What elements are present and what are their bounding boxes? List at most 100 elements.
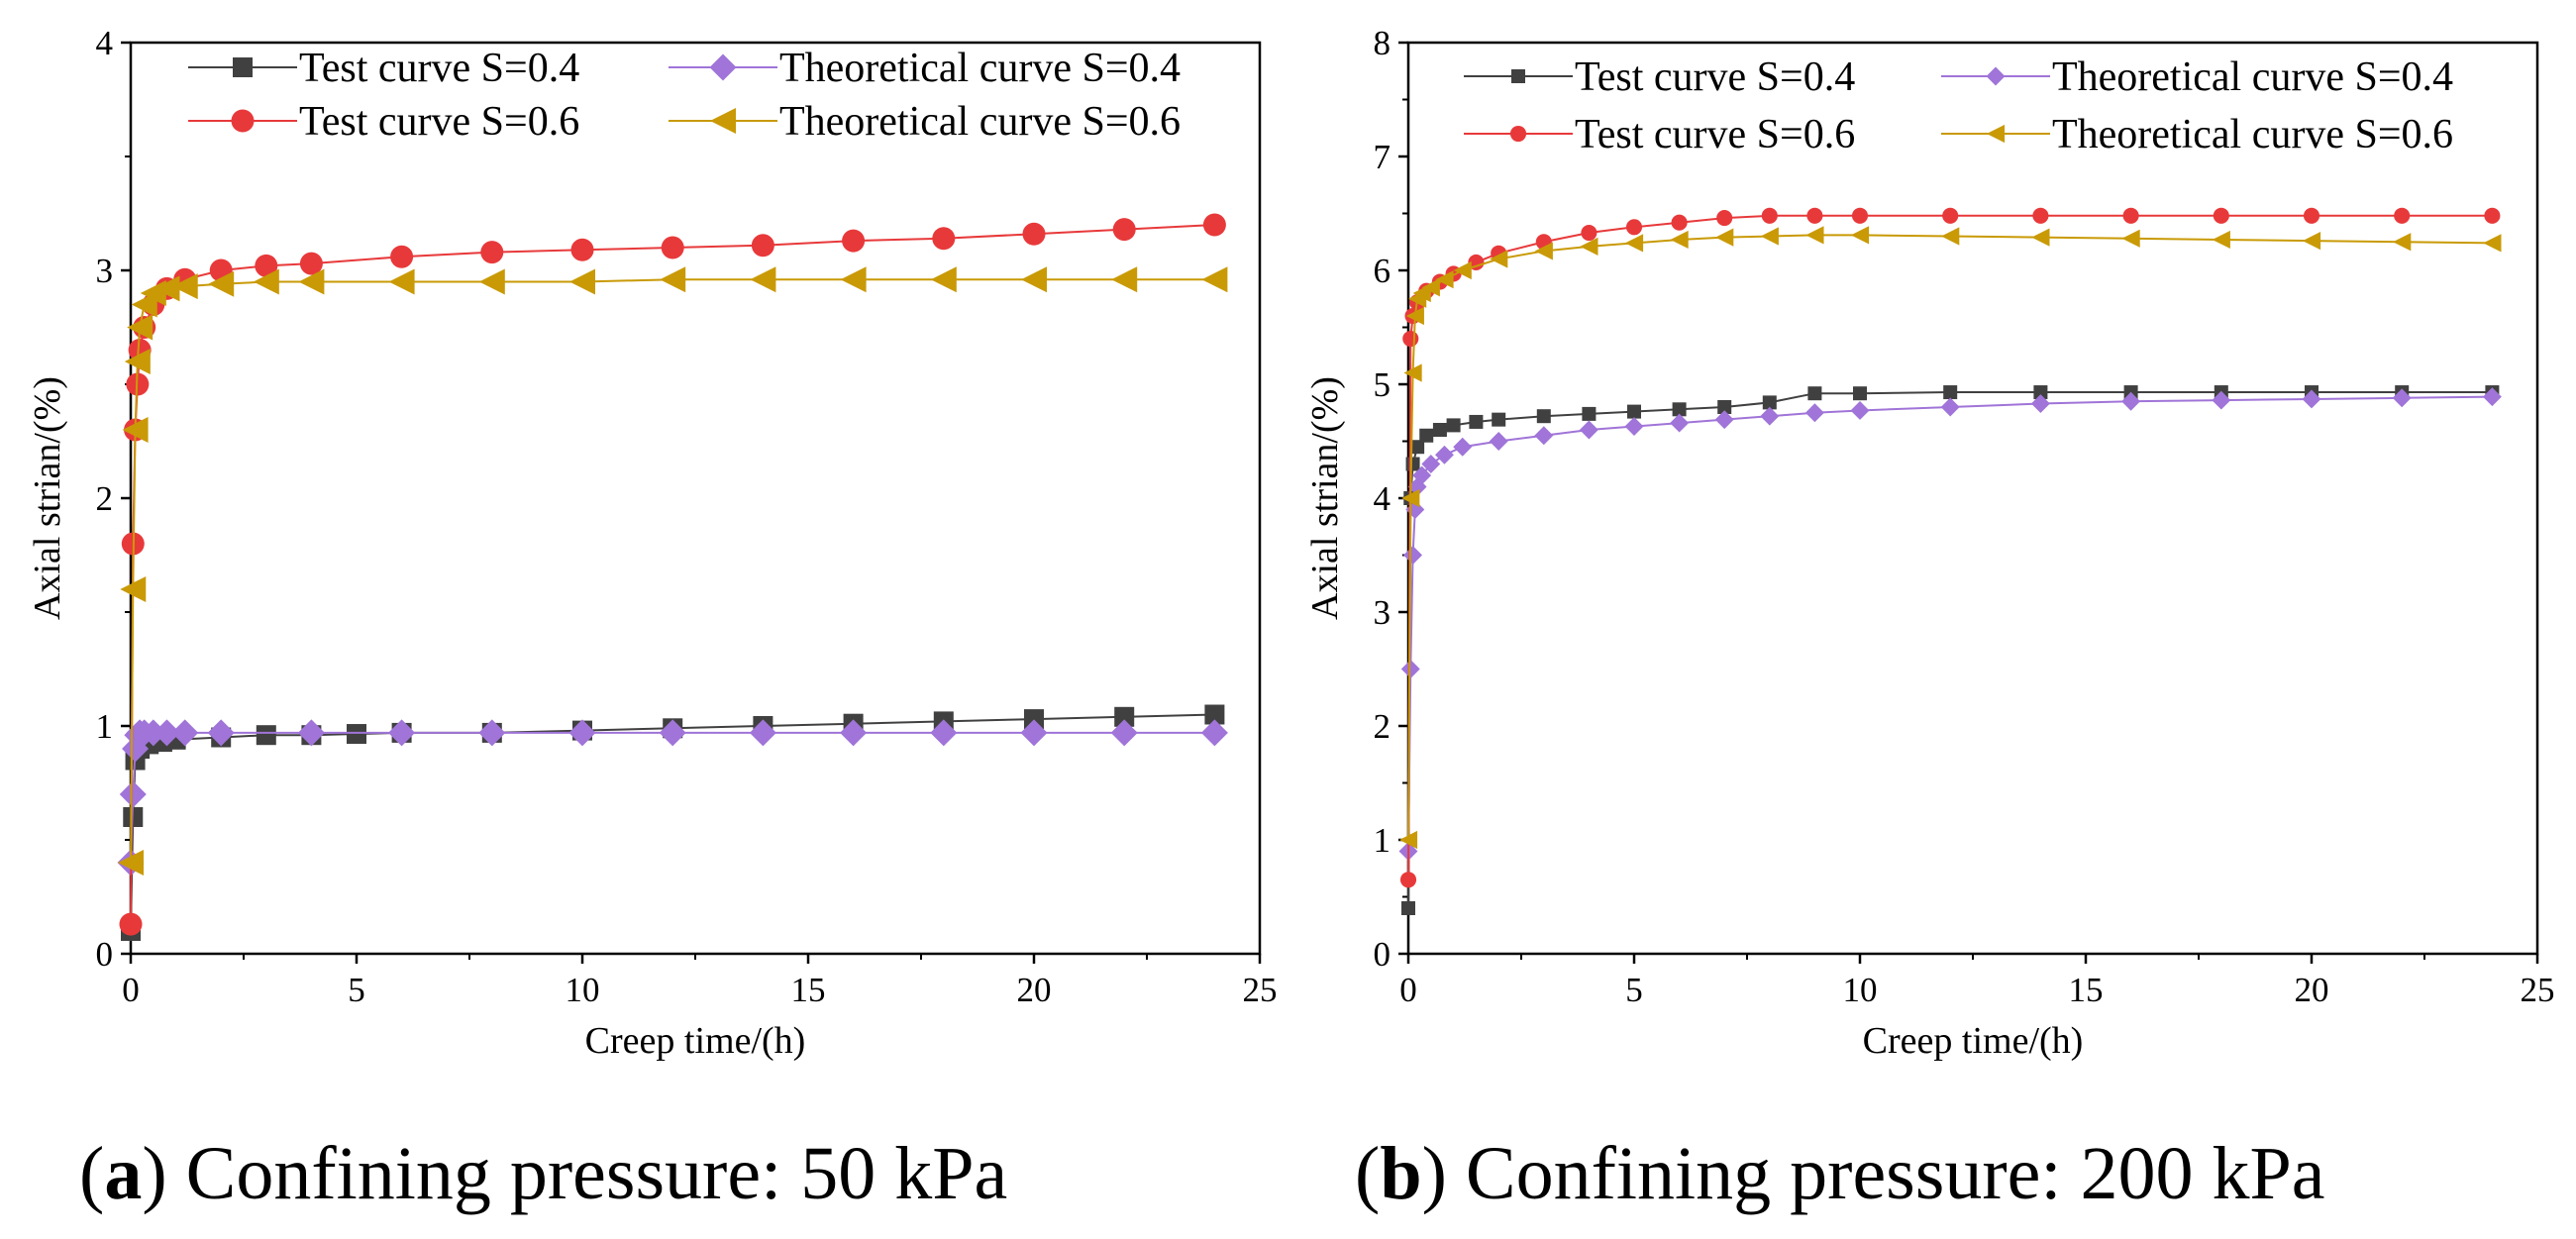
panel-b-data-point [1762, 395, 1777, 410]
panel-b-y-axis-title: Axial strian/(%) [1304, 376, 1346, 620]
panel-a-data-point [298, 268, 325, 295]
panel-a-data-point [932, 227, 956, 251]
caption-a: (a) Confining pressure: 50 kPa [79, 1132, 1007, 1215]
panel-b-series-line [1407, 391, 2493, 909]
panel-a-legend-label: Theoretical curve S=0.6 [779, 99, 1181, 145]
panel-a-series-line [130, 278, 1215, 864]
panel-b-data-point [1403, 363, 1422, 382]
panel-b-data-point [2121, 229, 2140, 248]
panel-a-x-tick-label: 5 [348, 971, 365, 1009]
panel-a-data-point [171, 273, 198, 300]
panel-a-x-axis-title: Creep time/(h) [585, 1020, 806, 1062]
panel-a-data-point [120, 576, 147, 602]
panel-a-data-point [1204, 704, 1225, 725]
panel-a-data-point [1111, 266, 1138, 293]
panel-a-data-point [1202, 213, 1226, 237]
caption-a-text: Confining pressure: 50 kPa [186, 1132, 1008, 1215]
panel-b-data-point [2302, 389, 2321, 409]
panel-b-y-tick-label: 4 [1374, 479, 1391, 518]
panel-a-data-point [154, 275, 180, 302]
panel-b-data-point [2394, 207, 2411, 224]
panel-b-legend-item: Theoretical curve S=0.6 [1941, 112, 2453, 157]
panel-b-series-4 [1398, 226, 2502, 850]
panel-a-x-tick-label: 15 [791, 971, 826, 1009]
panel-b-data-point [2302, 232, 2321, 251]
panel-b-legend-marker [1509, 125, 1527, 143]
panel-b-data-point [1760, 406, 1780, 426]
panel-b-data-point [1401, 901, 1415, 915]
panel-b-data-point [1760, 227, 1779, 246]
panel-a-series-line [130, 731, 1215, 864]
panel-a-data-point [1201, 266, 1228, 293]
panel-b-data-point [1807, 386, 1822, 401]
panel-b-x-tick-label: 20 [2295, 971, 2329, 1009]
panel-b-data-point [1627, 404, 1641, 419]
panel-b-series-3 [1399, 207, 2501, 888]
panel-b-data-point [2213, 207, 2229, 224]
panel-b-data-point [1579, 420, 1598, 440]
panel-b-data-point [2032, 207, 2049, 224]
panel-a-data-point [140, 719, 167, 747]
panel-b-data-point [1716, 210, 1733, 227]
panel-b-y-tick-label: 2 [1374, 707, 1391, 746]
panel-b-data-point [1536, 409, 1551, 424]
panel-b-data-point [1412, 465, 1432, 485]
panel-a-y-tick-label: 0 [96, 935, 114, 974]
panel-a-legend-marker [231, 109, 255, 133]
panel-a-data-point [478, 268, 505, 295]
panel-b-data-point [1941, 227, 1960, 246]
panel-b-data-point [1421, 278, 1440, 297]
panel-a-data-point [299, 252, 323, 275]
panel-a-data-point [660, 266, 686, 293]
panel-a-data-point [118, 850, 144, 876]
panel-b-data-point [1490, 250, 1508, 268]
caption-a-letter: a [104, 1132, 142, 1215]
panel-b-data-point [1453, 437, 1473, 457]
panel-a-data-point [1020, 719, 1048, 747]
panel-b-data-point [1581, 225, 1597, 242]
panel-a-data-point [127, 314, 154, 341]
panel-b-data-point [1940, 397, 1960, 417]
panel-b-data-point [2031, 228, 2050, 247]
panel-b-data-point [1714, 410, 1734, 430]
panel-a-data-point [255, 254, 278, 277]
panel-b-legend-marker [1986, 66, 2006, 86]
panel-b-data-point [1534, 242, 1553, 260]
panel-a-data-point [347, 724, 366, 745]
panel-b-data-point [2392, 388, 2412, 408]
panel-a-data-point [1114, 706, 1135, 727]
panel-b-y-tick-label: 1 [1374, 821, 1391, 860]
panel-b-data-point [1671, 214, 1688, 231]
panel-a-legend-label: Theoretical curve S=0.4 [779, 46, 1181, 91]
panel-a-data-point [122, 417, 149, 443]
panel-a-data-point [478, 719, 506, 747]
panel-b-data-point [1399, 872, 1417, 888]
panel-a-data-point [568, 719, 596, 747]
panel-a-data-point [171, 719, 199, 747]
panel-a-data-point [659, 719, 686, 747]
panel-b-y-tick-label: 3 [1374, 593, 1391, 632]
panel-a-data-point [480, 241, 504, 264]
panel-a-series-line [130, 713, 1215, 932]
panel-b-y-tick-label: 6 [1374, 252, 1391, 290]
panel-b-data-point [1624, 417, 1644, 436]
panel-b-x-tick-label: 10 [1843, 971, 1878, 1009]
panel-a-data-point [119, 912, 143, 936]
caption-b-letter: b [1380, 1132, 1421, 1215]
panel-a-data-point [842, 229, 866, 253]
panel-a-legend-marker [710, 108, 736, 134]
panel-b-data-point [1398, 830, 1418, 850]
panel-b-data-point [1624, 234, 1644, 253]
panel-b-data-point [1761, 207, 1778, 224]
panel-a-data-point [1200, 719, 1228, 747]
panel-b-data-point [1400, 660, 1420, 678]
panel-b-data-point [1410, 440, 1425, 455]
panel-b-data-point [1534, 426, 1554, 446]
panel-a-legend-item: Theoretical curve S=0.6 [669, 99, 1181, 145]
panel-a-data-point [569, 268, 595, 295]
panel-b-data-point [1804, 403, 1824, 423]
panel-b-data-point [2484, 207, 2501, 224]
panel-a-data-point [840, 266, 867, 293]
panel-b-legend-item: Test curve S=0.4 [1464, 54, 1855, 100]
panel-b-data-point [1715, 228, 1734, 247]
